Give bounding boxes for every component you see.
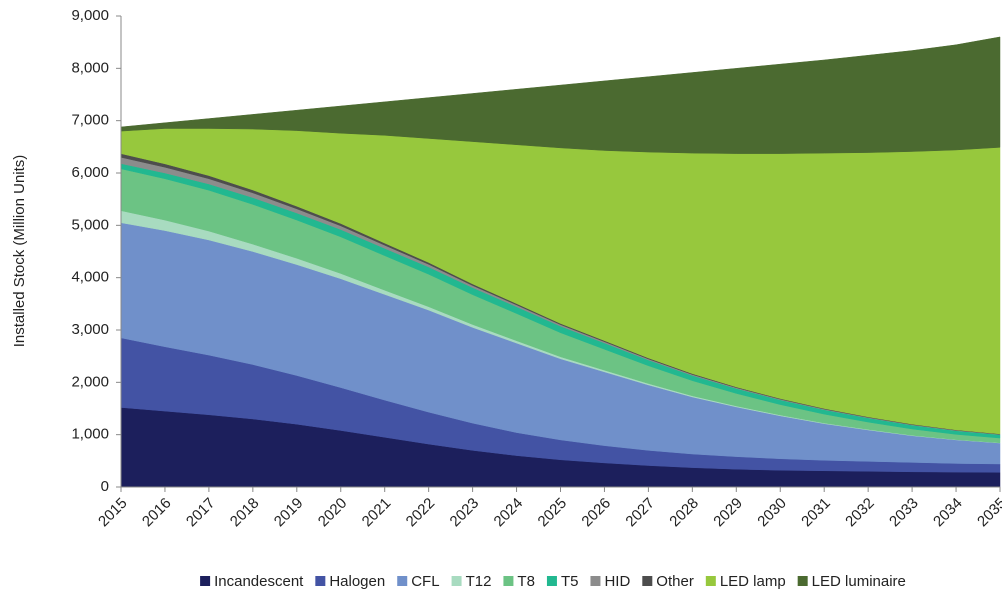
legend-swatch (200, 576, 211, 586)
x-tick-label: 2018 (227, 495, 263, 531)
x-tick-label: 2019 (271, 495, 307, 531)
legend-swatch (705, 576, 716, 586)
legend-swatch (797, 576, 808, 586)
x-tick-label: 2022 (403, 495, 439, 531)
x-tick-label: 2023 (447, 495, 483, 531)
legend-swatch (642, 576, 653, 586)
x-tick-label: 2028 (666, 495, 702, 531)
x-tick-label: 2031 (798, 495, 834, 531)
x-tick-label: 2024 (491, 495, 527, 531)
y-tick-label: 8,000 (71, 59, 109, 76)
x-tick-label: 2026 (578, 495, 614, 531)
legend-label: T12 (466, 573, 492, 590)
legend-label: T5 (561, 573, 579, 590)
legend-label: HID (604, 573, 630, 590)
y-tick-label: 5,000 (71, 216, 109, 233)
x-tick-label: 2034 (930, 495, 966, 531)
y-axis-label: Installed Stock (Million Units) (11, 155, 28, 348)
legend-label: T8 (517, 573, 535, 590)
x-tick-label: 2033 (886, 495, 922, 531)
y-tick-label: 7,000 (71, 112, 109, 129)
x-tick-label: 2017 (183, 495, 219, 531)
legend-label: Halogen (329, 573, 385, 590)
legend-label: Incandescent (214, 573, 304, 590)
x-tick-label: 2015 (95, 495, 131, 531)
y-tick-label: 4,000 (71, 269, 109, 286)
legend-swatch (546, 576, 557, 586)
area (120, 36, 1001, 154)
legend-swatch (397, 576, 408, 586)
legend-label: LED lamp (720, 573, 786, 590)
y-tick-label: 0 (101, 478, 109, 495)
x-tick-label: 2032 (842, 495, 878, 531)
x-tick-label: 2030 (754, 495, 790, 531)
x-tick-label: 2025 (535, 495, 571, 531)
legend-label: Other (656, 573, 694, 590)
x-tick-label: 2016 (139, 495, 175, 531)
legend-label: LED luminaire (812, 573, 906, 590)
legend-swatch (503, 576, 514, 586)
x-tick-label: 2035 (974, 495, 1002, 531)
x-tick-label: 2021 (359, 495, 395, 531)
y-tick-label: 2,000 (71, 373, 109, 390)
legend: Incandescent Halogen CFL T12 T8 T5 HID Other LED… (200, 573, 906, 590)
legend-swatch (315, 576, 326, 586)
legend-swatch (590, 576, 601, 586)
legend-swatch (451, 576, 462, 586)
y-tick-label: 1,000 (71, 426, 109, 443)
y-tick-label: 6,000 (71, 164, 109, 181)
x-tick-label: 2027 (622, 495, 658, 531)
x-tick-label: 2029 (710, 495, 746, 531)
y-tick-label: 3,000 (71, 321, 109, 338)
legend-label: CFL (411, 573, 439, 590)
x-tick-label: 2020 (315, 495, 351, 531)
y-tick-label: 9,000 (71, 7, 109, 24)
